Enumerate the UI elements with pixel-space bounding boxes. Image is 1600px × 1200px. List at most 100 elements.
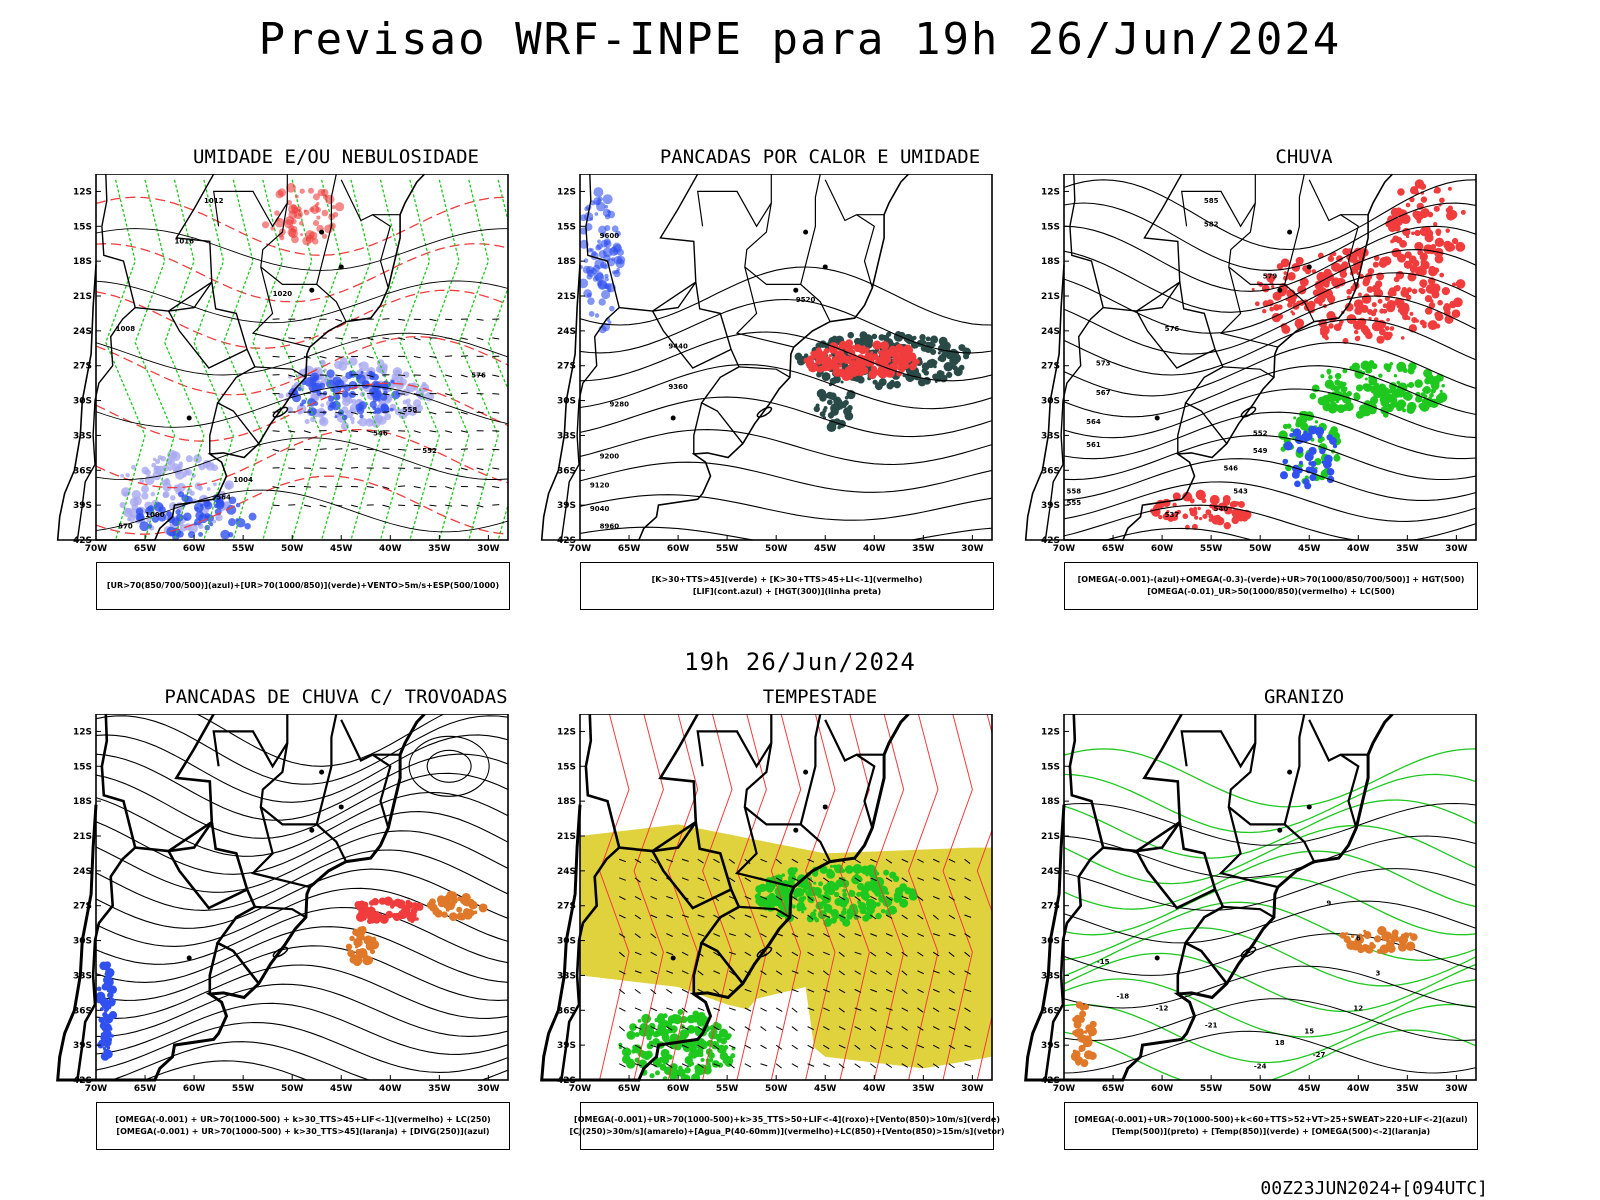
shade-cell xyxy=(829,415,833,419)
shade-cell xyxy=(407,913,413,920)
lat-label: 33S xyxy=(73,431,92,441)
wind-vector xyxy=(619,970,626,975)
shade-cell xyxy=(791,904,796,909)
shade-cell xyxy=(1316,286,1320,290)
shade-cell xyxy=(1421,401,1430,410)
shade-cell xyxy=(842,892,847,898)
panel-tempestade: TEMPESTADE 12S 15S 18S 21S 24S 27S 30S 33S 36S 39… xyxy=(540,686,1060,1166)
shade-cell xyxy=(141,485,149,494)
shade-cell xyxy=(359,414,364,419)
shade-cell xyxy=(1397,391,1404,398)
wind-vector xyxy=(870,858,877,863)
shade-cell xyxy=(1283,271,1288,275)
contour-label: 567 xyxy=(1096,389,1111,397)
shade-cell xyxy=(1085,1024,1093,1032)
shade-cell xyxy=(1363,383,1373,392)
shade-cell xyxy=(1339,932,1347,939)
streamline xyxy=(1064,295,1476,355)
shade-cell xyxy=(1245,511,1249,515)
country-border xyxy=(584,714,621,848)
shade-cell xyxy=(1353,299,1364,309)
shade-cell xyxy=(1385,363,1392,371)
wind-vector xyxy=(744,951,752,957)
lat-label: 12S xyxy=(73,187,92,197)
shade-cell xyxy=(897,353,903,359)
shade-cell xyxy=(286,199,292,206)
state-border xyxy=(1218,806,1279,889)
coastline xyxy=(56,174,426,541)
shade-cell xyxy=(106,1004,112,1010)
shade-cell xyxy=(1310,460,1317,468)
shade-cell xyxy=(879,341,890,351)
shade-cell xyxy=(415,404,423,412)
shade-cell xyxy=(352,928,360,937)
wind-vector xyxy=(492,337,500,340)
shade-cell xyxy=(406,402,411,408)
shade-cell xyxy=(787,867,797,877)
panel-chuva: CHUVA 585 582 579 576 573 567 564 561 558 555 552 5… xyxy=(1024,146,1544,626)
lon-label: 60W xyxy=(1151,1084,1174,1094)
country-border xyxy=(174,714,249,890)
wind-vector xyxy=(476,337,484,341)
country-border xyxy=(560,846,653,1081)
coastline xyxy=(1024,714,1394,1082)
wind-vector xyxy=(666,1026,673,1031)
shade-cell xyxy=(1201,498,1207,504)
lon-label: 45W xyxy=(814,1084,837,1094)
shade-cell xyxy=(810,911,817,918)
country-border xyxy=(650,821,732,910)
panel-title: PANCADAS POR CALOR E UMIDADE xyxy=(659,146,981,168)
shade-cell xyxy=(456,906,463,913)
state-border xyxy=(1181,190,1256,228)
shade-cell xyxy=(1194,515,1199,520)
shade-cell xyxy=(1386,398,1391,403)
lon-label: 35W xyxy=(912,544,935,554)
wind-vector xyxy=(791,1007,798,1013)
low-humidity-contour xyxy=(252,179,293,540)
wind-vector xyxy=(932,970,940,974)
low-humidity-contour xyxy=(164,179,205,540)
wind-vector xyxy=(681,933,689,937)
wind-vector xyxy=(775,1044,783,1050)
lat-label: 21S xyxy=(557,832,576,842)
lat-label: 12S xyxy=(1041,727,1060,737)
shade-cell xyxy=(866,899,877,910)
shade-cell xyxy=(380,403,389,412)
shade-cell xyxy=(885,353,891,360)
pressure-contour xyxy=(96,332,508,376)
legend-line: [OMEGA(-0.001) + UR>70(1000-500) + k>30_… xyxy=(116,1127,490,1136)
wind-vector xyxy=(476,467,484,471)
streamline xyxy=(195,714,446,767)
shade-cell xyxy=(389,407,394,412)
wind-vector xyxy=(870,914,877,920)
mid-date: 19h 26/Jun/2024 xyxy=(684,648,916,676)
wind-vector xyxy=(272,486,280,489)
shade-cell xyxy=(125,472,130,478)
lake xyxy=(793,287,799,293)
main-title: Previsao WRF-INPE para 19h 26/Jun/2024 xyxy=(258,14,1342,65)
wind-vector xyxy=(948,988,955,994)
shade-cell xyxy=(357,948,368,958)
shade-cell xyxy=(871,333,878,340)
wind-vector xyxy=(650,895,658,900)
shade-cell xyxy=(616,248,625,256)
wind-vector xyxy=(398,318,406,321)
streamline xyxy=(96,983,508,1037)
shade-cell xyxy=(802,880,812,891)
shade-cell xyxy=(1316,271,1327,282)
shade-cell xyxy=(321,188,329,197)
wind-vector xyxy=(303,486,311,488)
shade-cell xyxy=(1350,940,1361,951)
shade-cell xyxy=(326,369,335,378)
lon-label: 60W xyxy=(183,544,206,554)
wind-vector xyxy=(398,485,406,488)
wind-vector xyxy=(791,896,798,901)
wind-vector xyxy=(619,877,626,881)
country-border xyxy=(1044,306,1137,541)
wind-vector xyxy=(948,951,955,957)
shade-cell xyxy=(1324,335,1329,341)
wind-vector xyxy=(413,393,421,396)
shade-cell xyxy=(1374,935,1382,943)
wind-vector xyxy=(885,951,893,957)
